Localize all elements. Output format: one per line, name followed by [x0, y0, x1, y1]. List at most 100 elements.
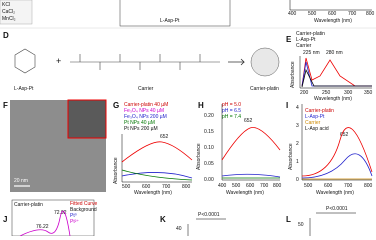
y-tick: 40 [176, 226, 182, 232]
legend: Pt NPs 40 µM [124, 120, 155, 126]
x-tick: 800 [182, 184, 191, 190]
salt: MnCl₂ [2, 16, 16, 22]
legend: L-Asp-Pt [305, 114, 325, 120]
scheme-box [119, 0, 231, 27]
x-tick: 600 [328, 11, 337, 17]
panel-letter: D [3, 31, 9, 40]
peak-label: 652 [160, 134, 169, 140]
axis [221, 104, 280, 181]
product-label: L-Asp-Pt [160, 18, 180, 24]
molecule [14, 48, 36, 74]
y-tick: 0.15 [204, 129, 214, 135]
plus: + [56, 56, 61, 66]
curve [221, 127, 281, 161]
panel-letter: K [160, 215, 166, 224]
reagent-label: L-Asp-Pt [14, 86, 34, 92]
axis [289, 0, 372, 11]
y-tick: 0.00 [204, 177, 214, 183]
x-tick: 600 [324, 183, 333, 189]
carrier-chain [70, 54, 220, 70]
salt: KCl [2, 2, 10, 8]
x-tick: 500 [308, 11, 317, 17]
curve [121, 141, 193, 163]
x-tick: 500 [122, 184, 131, 190]
p-value: P<0.0001 [326, 206, 348, 212]
legend: pH = 7.4 [222, 114, 241, 120]
y-tick: 0.05 [204, 161, 214, 167]
x-tick: 600 [246, 183, 255, 189]
curve [301, 153, 373, 179]
curve [19, 210, 71, 236]
panel-letter: F [3, 101, 8, 110]
legend: Carrier-platin 40 µM [124, 102, 168, 108]
panel-letter: G [113, 101, 119, 110]
x-label: Wavelength (nm) [226, 190, 264, 196]
curve [301, 127, 373, 177]
x-label: Wavelength (nm) [134, 190, 172, 196]
x-tick: 300 [344, 90, 353, 96]
legend: Fe₃O₄ NPs 40 µM [124, 108, 164, 114]
x-tick: 250 [322, 90, 331, 96]
nanoparticle [250, 47, 280, 77]
salt-table [0, 0, 33, 25]
legend: L-Asp acid [305, 126, 329, 132]
y-tick: 2 [296, 141, 299, 147]
x-tick: 200 [300, 90, 309, 96]
inset [67, 99, 107, 139]
arrow [228, 58, 245, 66]
y-tick: 0.10 [204, 145, 214, 151]
axis [301, 104, 372, 181]
peak-label: 72.92 [54, 210, 67, 216]
annotation: 280 nm [326, 50, 343, 56]
panel-letter: E [286, 35, 292, 44]
peak-label: 652 [244, 118, 253, 124]
legend: Pt NPs 200 µM [124, 126, 158, 132]
x-tick: 800 [364, 183, 373, 189]
legend: pH = 5.0 [222, 102, 241, 108]
x-tick: 400 [288, 11, 297, 17]
legend: Pt²⁺ [70, 219, 79, 225]
salt: CaCl₂ [2, 9, 15, 15]
y-label: Absorbance [290, 61, 296, 88]
y-tick: 50 [298, 222, 304, 228]
y-tick: 4 [296, 105, 299, 111]
annotation: 225 nm [303, 50, 320, 56]
y-tick: 0.20 [204, 113, 214, 119]
x-label: Wavelength (nm) [314, 18, 352, 24]
legend: Carrier [305, 120, 321, 126]
peak-label: 652 [340, 132, 349, 138]
product-label: Carrier-platin [250, 86, 279, 92]
y-tick: 1 [296, 159, 299, 165]
sample-label: Carrier-platin [14, 202, 43, 208]
legend: L-Asp-Pt [296, 37, 316, 43]
curve [301, 57, 372, 87]
legend: Pt⁰ [70, 213, 77, 219]
x-tick: 500 [304, 183, 313, 189]
x-label: Wavelength (nm) [316, 190, 354, 196]
legend: Carrier [296, 43, 312, 49]
peak-label: 76.22 [36, 224, 49, 230]
x-tick: 700 [348, 11, 357, 17]
x-tick: 500 [232, 183, 241, 189]
panel-letter: H [198, 101, 204, 110]
legend: Background [70, 207, 97, 213]
frame [11, 199, 95, 236]
curve [301, 68, 372, 88]
legend: Carrier-platin [305, 108, 334, 114]
legend: pH = 6.5 [222, 108, 241, 114]
axis [121, 134, 192, 183]
axis [299, 56, 372, 89]
x-tick: 700 [344, 183, 353, 189]
x-tick: 800 [366, 11, 375, 17]
p-value: P<0.0001 [198, 212, 220, 218]
panel-letter: L [286, 215, 291, 224]
y-label: Absorbance [196, 143, 202, 170]
y-tick: 0 [296, 177, 299, 183]
panel-letter: J [3, 215, 7, 224]
y-tick: 3 [296, 123, 299, 129]
scale-label: 20 nm [14, 178, 28, 184]
legend: Carrier-platin [296, 31, 325, 37]
legend: Fitted Curve [70, 201, 97, 207]
x-tick: 400 [218, 183, 227, 189]
